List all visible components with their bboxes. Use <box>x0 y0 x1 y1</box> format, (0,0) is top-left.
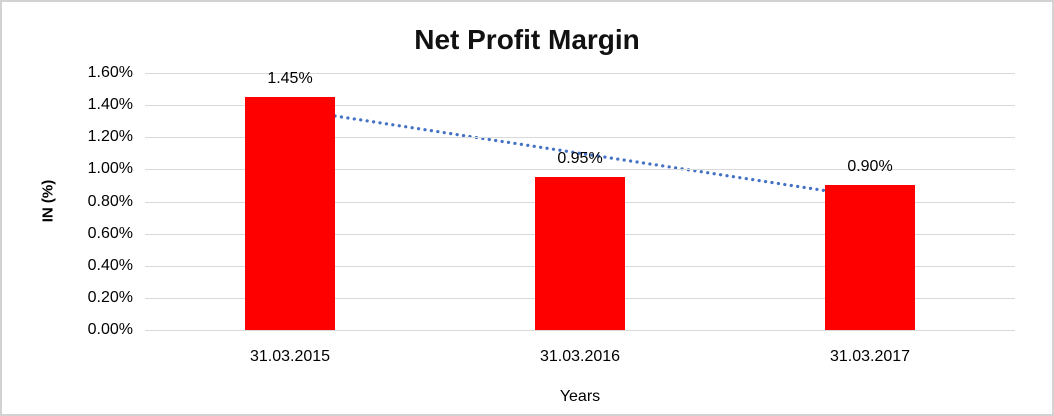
y-axis-title: IN (%) <box>39 179 57 223</box>
y-axis-tick-label: 1.60% <box>87 64 133 81</box>
y-axis-tick-label: 1.40% <box>87 96 133 114</box>
gridline <box>145 73 1015 74</box>
y-axis-tick-label: 0.80% <box>87 192 133 210</box>
y-axis-tick-label: 1.00% <box>87 160 133 178</box>
x-axis-tick-label: 31.03.2017 <box>829 348 911 365</box>
x-axis-title: Years <box>559 388 601 405</box>
gridline <box>145 105 1015 107</box>
bar-31.03.2016 <box>535 177 625 330</box>
x-axis-tick-label: 31.03.2016 <box>539 348 621 365</box>
x-axis-tick-label: 31.03.2015 <box>249 348 331 365</box>
trendline <box>288 107 872 200</box>
plot-area: 1.45% 0.95% 0.90% <box>145 70 1015 331</box>
bar-value-label: 0.90% <box>847 158 893 176</box>
chart-title: Net Profit Margin <box>414 24 640 55</box>
gridline <box>145 169 1015 171</box>
bar-value-label: 0.95% <box>557 150 603 168</box>
gridline <box>145 330 1015 331</box>
gridline <box>145 137 1015 139</box>
y-axis-tick-label: 0.00% <box>87 321 133 338</box>
y-axis-tick-label: 0.40% <box>87 256 133 274</box>
bar-31.03.2017 <box>825 185 915 330</box>
y-axis-tick-label: 0.60% <box>87 224 133 242</box>
y-axis-tick-label: 0.20% <box>87 288 133 306</box>
y-axis-tick-label: 1.20% <box>87 128 133 146</box>
bar-value-label: 1.45% <box>267 70 313 88</box>
bar-31.03.2015 <box>245 97 335 330</box>
